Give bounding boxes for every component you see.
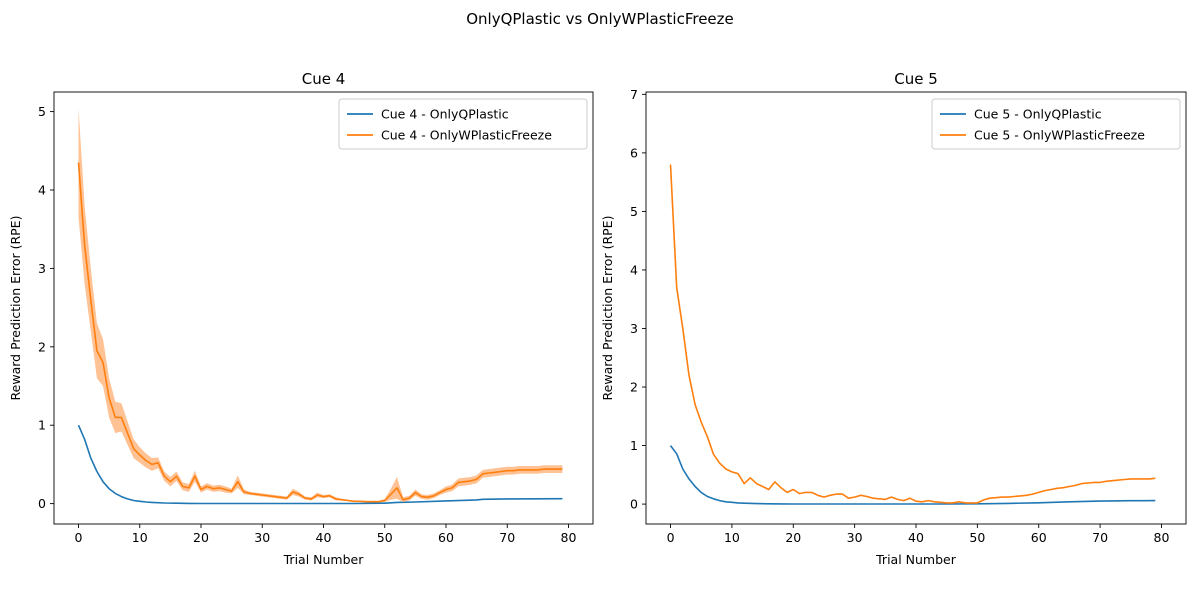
legend-entry: Cue 4 - OnlyQPlastic	[381, 107, 509, 122]
y-tick-label: 5	[630, 204, 638, 219]
x-tick-label: 0	[667, 530, 675, 545]
x-tick-label: 60	[438, 530, 454, 545]
legend-entry: Cue 5 - OnlyQPlastic	[974, 107, 1102, 122]
x-tick-label: 80	[1154, 530, 1170, 545]
series-line-cue-5-onlywplasticfreeze	[669, 164, 1156, 504]
figure-title: OnlyQPlastic vs OnlyWPlasticFreeze	[466, 10, 734, 28]
x-tick-label: 70	[499, 530, 515, 545]
legend-entry: Cue 4 - OnlyWPlasticFreeze	[381, 128, 552, 143]
y-tick-label: 2	[630, 380, 638, 395]
y-tick-label: 4	[38, 183, 46, 198]
x-tick-label: 50	[377, 530, 393, 545]
data-layer	[77, 107, 563, 505]
x-axis-label: Trial Number	[283, 552, 365, 567]
legend: Cue 4 - OnlyQPlastic Cue 4 - OnlyWPlastic…	[338, 98, 588, 150]
y-axis-label: Reward Prediction Error (RPE)	[8, 216, 23, 401]
data-layer	[669, 164, 1156, 505]
y-tick-label: 3	[38, 261, 46, 276]
y-tick-label: 7	[630, 87, 638, 102]
y-tick-label: 5	[38, 104, 46, 119]
chart-title: Cue 4	[302, 70, 346, 88]
plot-area	[54, 92, 593, 524]
x-tick-label: 30	[254, 530, 270, 545]
x-tick-label: 40	[908, 530, 924, 545]
y-tick-label: 2	[38, 339, 46, 354]
x-tick-label: 0	[75, 530, 83, 545]
series-line-cue-4-onlywplasticfreeze	[77, 162, 563, 503]
legend: Cue 5 - OnlyQPlastic Cue 5 - OnlyWPlastic…	[931, 98, 1181, 150]
series-line-cue-4-onlyqplastic	[77, 424, 563, 505]
y-tick-label: 1	[38, 418, 46, 433]
y-tick-label: 3	[630, 321, 638, 336]
y-tick-label: 0	[38, 496, 46, 511]
y-tick-label: 4	[630, 262, 638, 277]
x-tick-label: 10	[132, 530, 148, 545]
legend-box	[931, 98, 1181, 150]
plot-area	[646, 92, 1186, 524]
x-tick-label: 80	[561, 530, 577, 545]
x-axis-label: Trial Number	[875, 552, 957, 567]
legend-entry: Cue 5 - OnlyWPlasticFreeze	[974, 128, 1145, 143]
x-tick-label: 60	[1031, 530, 1047, 545]
x-tick-label: 50	[969, 530, 985, 545]
x-tick-label: 20	[785, 530, 801, 545]
x-tick-label: 20	[193, 530, 209, 545]
y-tick-label: 0	[630, 497, 638, 512]
y-axis-label: Reward Prediction Error (RPE)	[600, 216, 615, 401]
chart-panel-cue-5: 0 10 20 30 40 50 60 70 80 0 1 2 3 4 5 6 7 Cue 5 Trial Numb…	[600, 70, 1187, 567]
y-tick-label: 1	[630, 438, 638, 453]
chart-title: Cue 5	[894, 70, 938, 88]
x-tick-label: 40	[316, 530, 332, 545]
y-tick-label: 6	[630, 145, 638, 160]
chart-panel-cue-4: 0 10 20 30 40 50 60 70 80 0 1 2 3 4 5 Cue 4 Trial Number…	[8, 70, 594, 567]
x-tick-label: 10	[724, 530, 740, 545]
x-tick-label: 70	[1092, 530, 1108, 545]
x-tick-label: 30	[847, 530, 863, 545]
legend-box	[338, 98, 588, 150]
series-line-cue-5-onlyqplastic	[669, 445, 1156, 505]
